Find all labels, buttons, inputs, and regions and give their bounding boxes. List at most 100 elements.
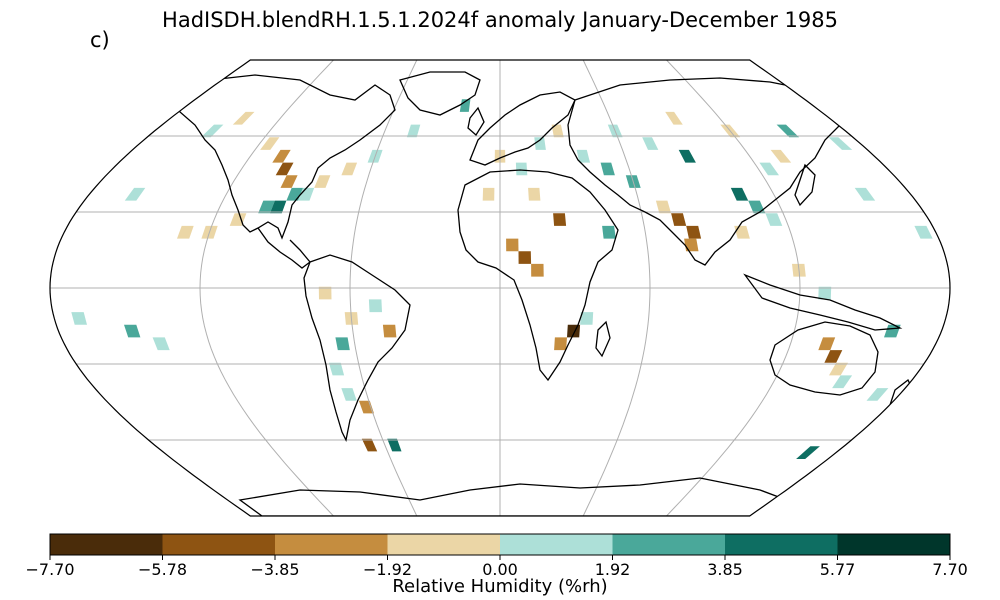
colorbar-ticks: −7.70 −5.78 −3.85 −1.92 0.00 1.92 3.85 5.77 7.70 xyxy=(25,555,968,579)
anomaly-cell xyxy=(298,187,315,201)
anomaly-cell xyxy=(602,225,616,239)
colorbar-bin xyxy=(725,534,838,555)
anomaly-cell xyxy=(341,388,357,401)
colorbar-tick-label: −3.85 xyxy=(250,560,299,579)
colorbar-tick-label: 7.70 xyxy=(932,560,968,579)
coastline-madagascar xyxy=(595,320,611,358)
colorbar-tick-label: 1.92 xyxy=(595,560,631,579)
anomaly-cell xyxy=(341,162,358,176)
anomaly-cell xyxy=(275,162,294,176)
anomaly-cell xyxy=(665,111,683,125)
globe-outline xyxy=(49,59,951,517)
anomaly-cell xyxy=(232,111,255,125)
anomaly-cells-layer xyxy=(71,99,933,459)
anomaly-cell xyxy=(832,375,853,389)
anomaly-cell xyxy=(642,137,659,150)
colorbar-bins xyxy=(50,534,951,555)
colorbar-tick-label: −5.78 xyxy=(138,560,187,579)
anomaly-cell xyxy=(580,312,594,325)
anomaly-cell xyxy=(328,362,345,376)
anomaly-cell xyxy=(506,238,519,252)
anomaly-cell xyxy=(318,286,332,300)
anomaly-cell xyxy=(765,213,783,226)
anomaly-cell xyxy=(361,438,378,452)
anomaly-cell xyxy=(201,124,224,138)
anomaly-cell xyxy=(280,175,298,188)
anomaly-cell xyxy=(748,200,766,214)
coastline-maritime-asia xyxy=(743,273,903,331)
anomaly-cell xyxy=(655,200,672,214)
anomaly-cell xyxy=(71,312,87,325)
anomaly-cell xyxy=(314,175,331,188)
colorbar-bin xyxy=(50,534,163,555)
colorbar-tick-label: 3.85 xyxy=(707,560,743,579)
anomaly-cell xyxy=(482,187,495,201)
colorbar-bin xyxy=(500,534,613,555)
colorbar-bin xyxy=(162,534,276,555)
anomaly-cell xyxy=(553,213,567,226)
colorbar-bin xyxy=(275,534,388,555)
anomaly-cell xyxy=(671,213,687,226)
colorbar-bin xyxy=(837,534,951,555)
anomaly-cell xyxy=(260,137,280,150)
coastline-greenland xyxy=(399,71,481,116)
anomaly-cell xyxy=(382,324,397,338)
anomaly-cell xyxy=(576,149,590,163)
colorbar-bin xyxy=(387,534,501,555)
colorbar-bin xyxy=(612,534,726,555)
anomaly-cell xyxy=(770,149,792,163)
anomaly-cell xyxy=(866,388,889,401)
anomaly-cell xyxy=(828,137,853,150)
anomaly-cell xyxy=(534,137,546,150)
anomaly-cell xyxy=(759,162,779,176)
anomaly-cell xyxy=(554,337,567,351)
anomaly-cell xyxy=(914,225,933,239)
coastline-central-america xyxy=(257,227,311,269)
anomaly-cell xyxy=(177,225,194,239)
anomaly-cell xyxy=(776,124,799,138)
anomaly-cell xyxy=(796,446,820,459)
coastline-africa xyxy=(457,169,619,382)
anomaly-cell xyxy=(518,251,532,264)
map-title: HadISDH.blendRH.1.5.1.2024f anomaly Janu… xyxy=(162,8,838,32)
anomaly-cell xyxy=(730,187,749,201)
anomaly-cell xyxy=(551,124,564,138)
anomaly-cell xyxy=(600,162,615,176)
anomaly-cell xyxy=(818,286,832,300)
coastline-south-america xyxy=(303,254,411,442)
anomaly-cell xyxy=(258,200,275,214)
anomaly-cell xyxy=(531,263,544,277)
anomaly-cell xyxy=(152,337,170,351)
anomaly-cell xyxy=(818,337,836,351)
panel-label: c) xyxy=(90,28,110,52)
coastline-north-america xyxy=(169,74,396,240)
anomaly-cell xyxy=(824,350,843,363)
anomaly-cell xyxy=(515,162,528,176)
anomaly-cell xyxy=(459,99,471,112)
anomaly-cell xyxy=(272,149,291,163)
anomaly-cell xyxy=(270,200,287,214)
coastline-japan xyxy=(794,163,816,207)
anomaly-cell xyxy=(734,225,750,239)
colorbar-tick-label: −1.92 xyxy=(363,560,412,579)
anomaly-cell xyxy=(124,187,146,201)
colorbar-tick-label: −7.70 xyxy=(25,560,74,579)
anomaly-cell xyxy=(406,124,421,138)
anomaly-cell xyxy=(368,299,382,313)
anomaly-cell xyxy=(678,149,696,163)
coastline-europe xyxy=(469,91,576,166)
anomaly-cell xyxy=(335,337,350,351)
coastline-british-isles xyxy=(467,106,485,136)
anomaly-cell xyxy=(829,362,848,376)
anomaly-cell xyxy=(124,324,141,338)
anomaly-cell xyxy=(686,225,702,239)
anomaly-cell xyxy=(854,187,876,201)
colorbar-tick-label: 0.00 xyxy=(482,560,518,579)
anomaly-cell xyxy=(387,438,402,452)
anomaly-cell xyxy=(528,187,541,201)
colorbar-label: Relative Humidity (%rh) xyxy=(392,576,608,597)
coastline-australia xyxy=(769,321,879,396)
colorbar-tick-label: 5.77 xyxy=(820,560,856,579)
